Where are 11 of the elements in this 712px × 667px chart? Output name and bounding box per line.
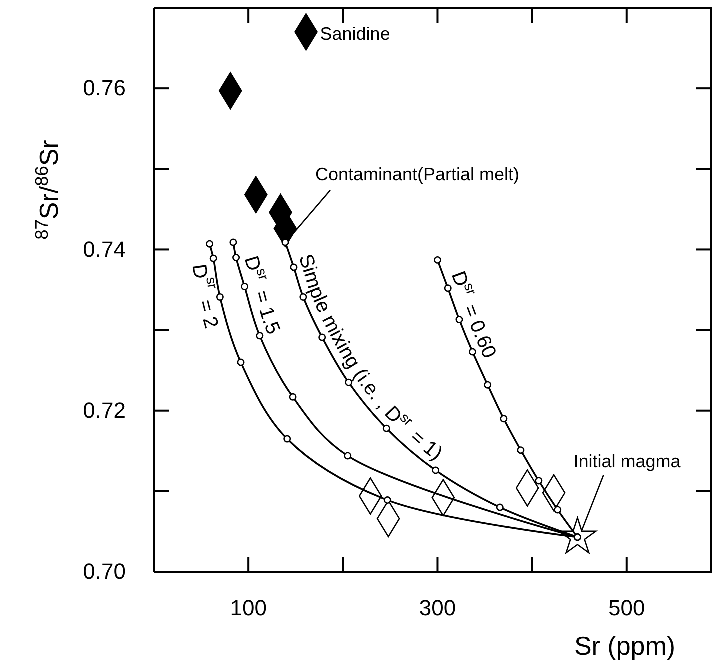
annotation: Initial magma — [574, 451, 682, 472]
x-axis-title: Sr (ppm) — [574, 631, 676, 661]
y-tick-label: 0.76 — [83, 76, 126, 101]
y-tick-label: 0.70 — [83, 559, 126, 584]
annotation: Sanidine — [320, 24, 390, 44]
x-tick-label: 300 — [419, 596, 456, 621]
y-tick-label: 0.74 — [83, 236, 126, 262]
x-tick-label: 500 — [608, 596, 646, 621]
x-tick-label: 100 — [230, 596, 267, 621]
y-tick-label: 0.72 — [83, 398, 126, 423]
annotation: Contaminant(Partial melt) — [315, 164, 520, 184]
